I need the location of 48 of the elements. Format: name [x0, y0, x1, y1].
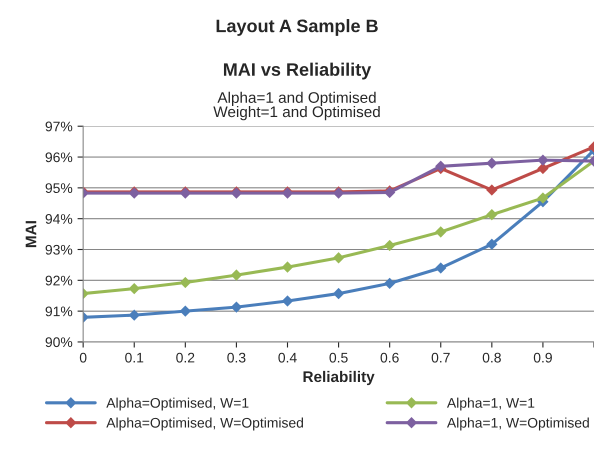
- x-tick-label: 0.6: [380, 352, 399, 363]
- point: [282, 296, 293, 306]
- x-tick-label: 0.7: [432, 352, 450, 363]
- x-tick-label: 0.4: [278, 352, 297, 363]
- y-tick-label: 97%: [46, 122, 72, 132]
- y-tick-label: 94%: [46, 214, 72, 224]
- y-tick-label: 96%: [46, 152, 72, 162]
- point: [384, 240, 396, 251]
- point: [537, 154, 548, 166]
- x-tick-label: 0.1: [125, 352, 144, 363]
- point: [180, 306, 191, 317]
- point: [384, 278, 396, 289]
- x-tick-label: 0.9: [534, 352, 552, 363]
- x-tick-label: 0.2: [176, 352, 194, 363]
- y-tick-label: 92%: [46, 276, 72, 286]
- point: [537, 163, 548, 174]
- point: [486, 209, 498, 220]
- x-tick-label: 0.3: [227, 352, 246, 363]
- legend-label: Alpha=1, W=Optimised: [446, 417, 589, 430]
- x-axis-title: Reliability: [304, 370, 375, 386]
- point: [333, 252, 344, 264]
- legend-label: Alpha=Optimised, W=1: [106, 398, 248, 411]
- point: [435, 160, 446, 172]
- chart-subtitle: MAI vs Reliability Alpha=1 and Optimised Weight=1 and Optimised: [213, 62, 380, 120]
- chart-title: Layout A Sample B: [216, 19, 378, 36]
- point: [128, 310, 140, 321]
- point: [333, 288, 344, 299]
- x-tick-label: 0.5: [329, 352, 348, 363]
- point: [435, 226, 446, 238]
- point: [282, 262, 293, 272]
- point: [486, 238, 498, 250]
- legend-label: Alpha=1, W=1: [446, 398, 534, 411]
- y-tick-label: 93%: [46, 244, 72, 255]
- point: [128, 283, 140, 294]
- point: [180, 277, 191, 288]
- point: [486, 158, 498, 169]
- point: [230, 270, 242, 281]
- y-tick-label: 91%: [46, 306, 72, 316]
- point: [537, 192, 548, 204]
- y-tick-label: 90%: [46, 337, 72, 348]
- legend-label: Alpha=Optimised, W=Optimised: [106, 417, 303, 430]
- y-axis-title: MAI: [26, 221, 36, 248]
- x-tick-label: 0: [80, 352, 86, 363]
- y-tick-label: 95%: [46, 183, 72, 194]
- point: [486, 184, 498, 196]
- point: [435, 262, 446, 274]
- x-tick-label: 0.8: [482, 352, 501, 363]
- point: [230, 302, 242, 313]
